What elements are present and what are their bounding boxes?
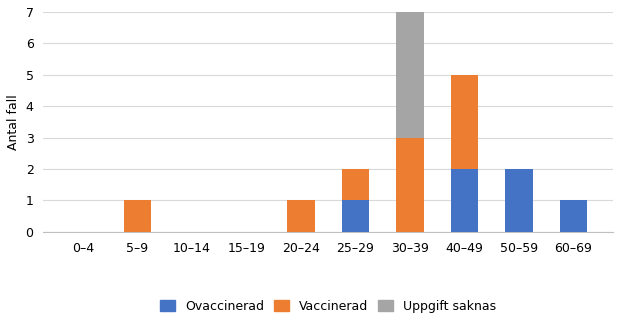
Legend: Ovaccinerad, Vaccinerad, Uppgift saknas: Ovaccinerad, Vaccinerad, Uppgift saknas [155,295,502,318]
Y-axis label: Antal fall: Antal fall [7,94,20,150]
Bar [342,200,369,232]
Bar [451,169,478,232]
Bar [287,200,314,232]
Bar [342,169,369,200]
Bar [451,75,478,169]
Bar [123,200,151,232]
Bar [396,137,423,232]
Bar [560,200,587,232]
Bar [505,169,533,232]
Bar [396,12,423,137]
